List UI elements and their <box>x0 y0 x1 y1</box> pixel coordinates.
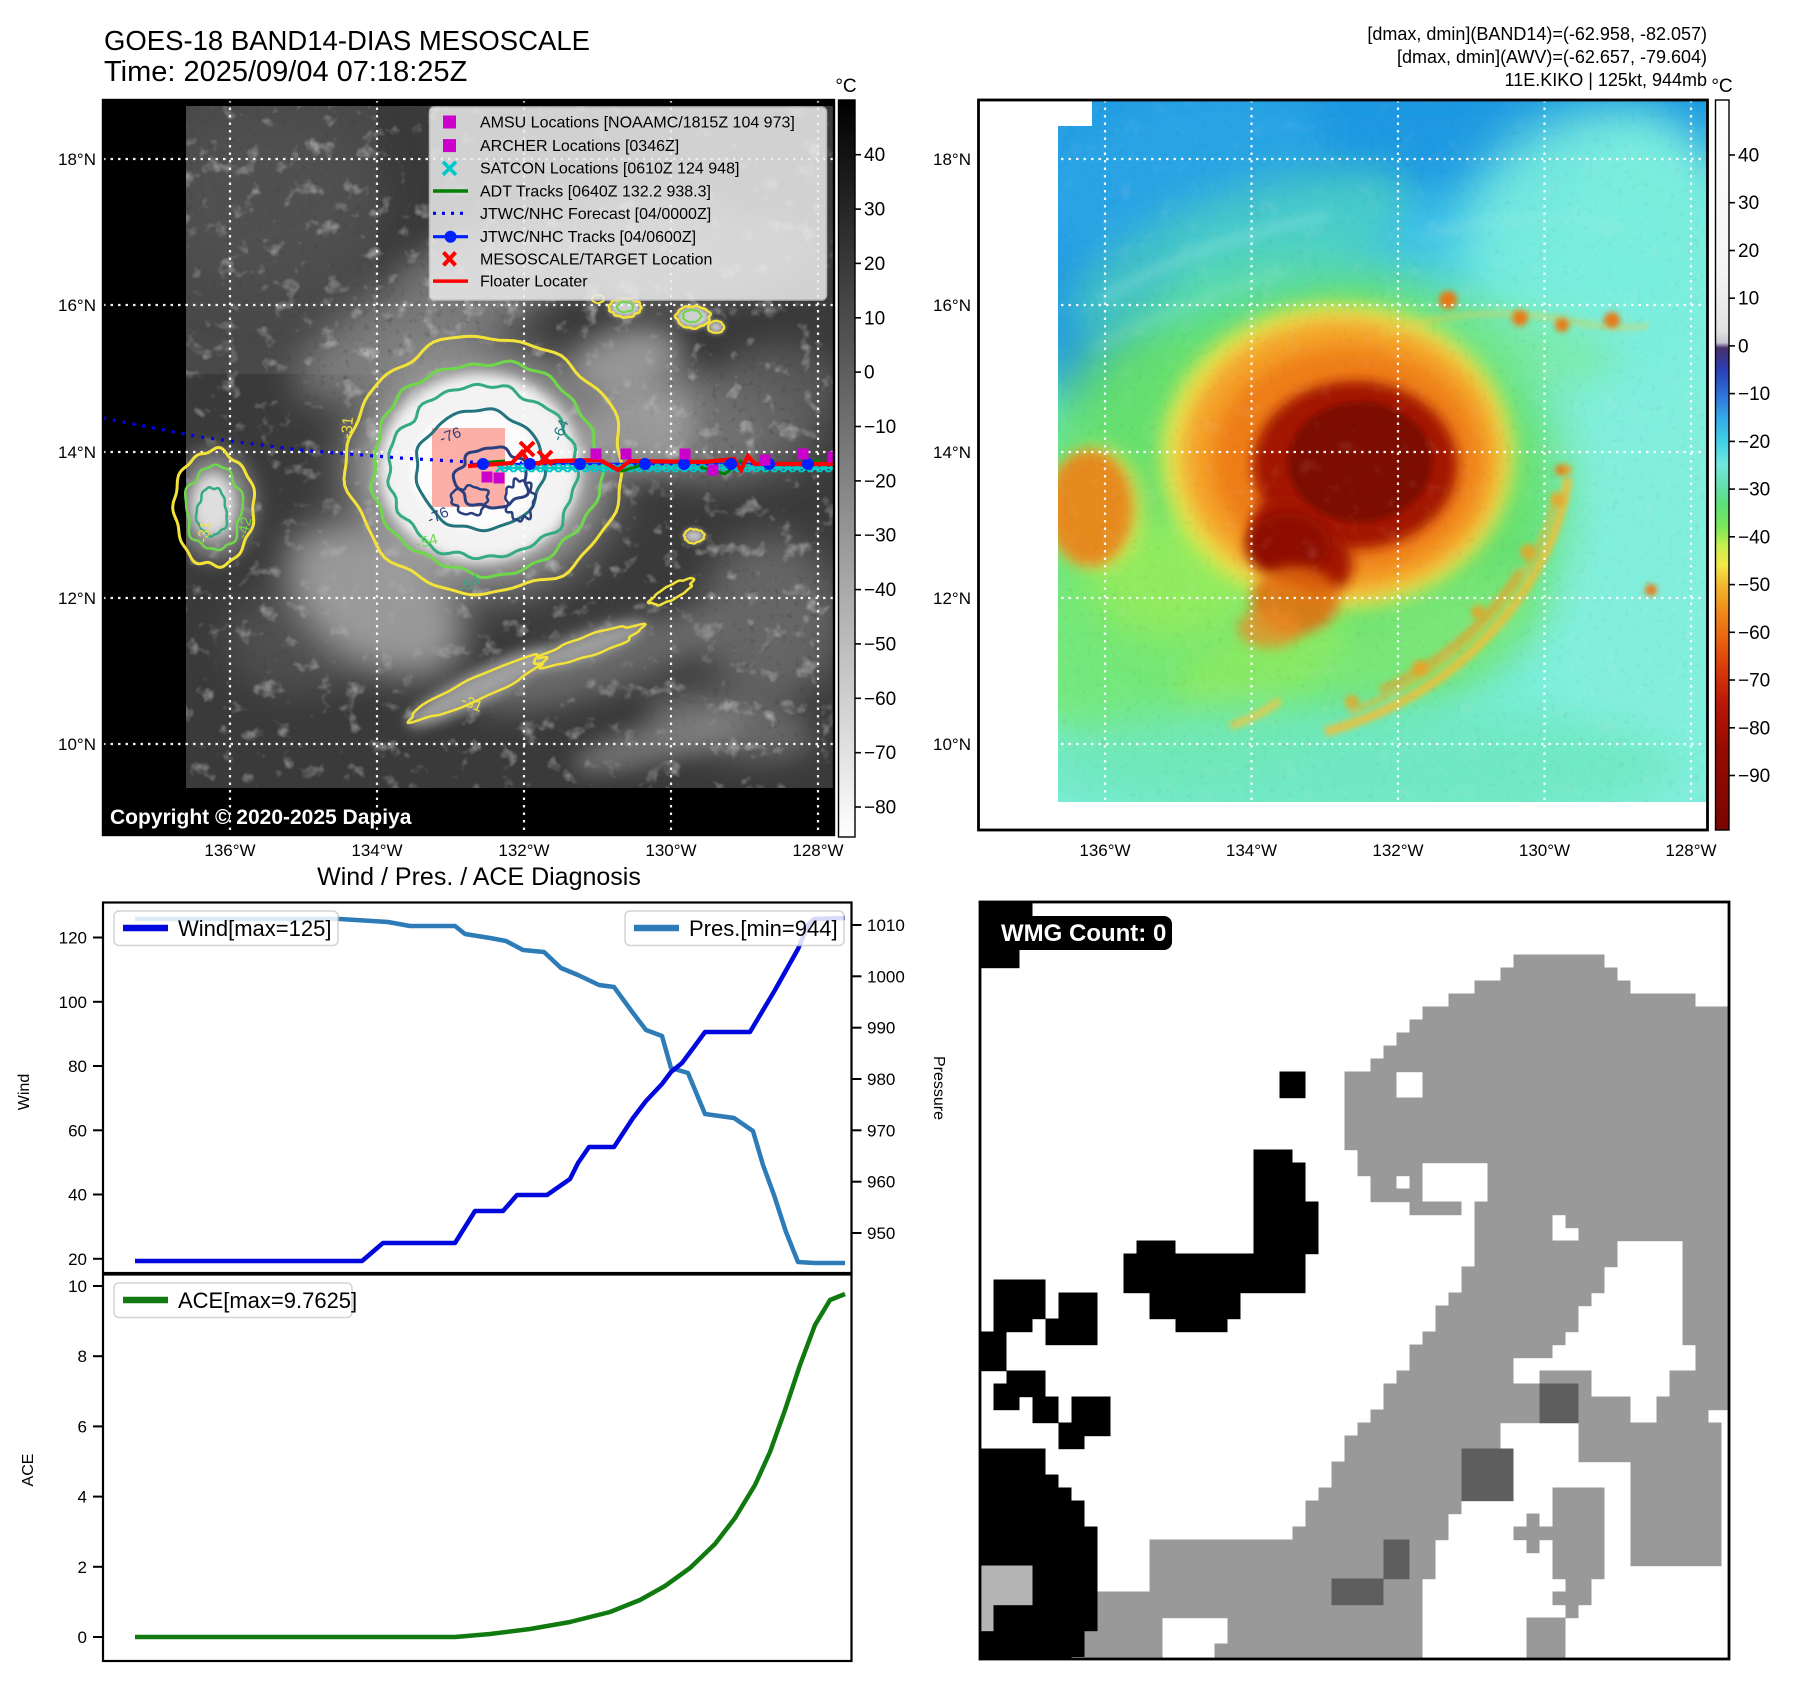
svg-text:40: 40 <box>864 145 885 166</box>
svg-text:10: 10 <box>1738 289 1759 310</box>
svg-text:12°N: 12°N <box>933 589 971 608</box>
svg-text:134°W: 134°W <box>351 841 402 860</box>
svg-text:30: 30 <box>1738 193 1759 214</box>
svg-text:134°W: 134°W <box>1226 841 1277 860</box>
svg-text:Pres.[min=944]: Pres.[min=944] <box>689 916 838 941</box>
svg-text:60: 60 <box>68 1121 87 1140</box>
svg-text:6: 6 <box>78 1417 87 1436</box>
svg-text:4: 4 <box>78 1488 87 1507</box>
svg-text:ARCHER Locations [0346Z]: ARCHER Locations [0346Z] <box>480 138 679 155</box>
svg-text:−10: −10 <box>864 417 896 438</box>
svg-text:−30: −30 <box>1738 480 1770 501</box>
svg-text:132°W: 132°W <box>498 841 549 860</box>
svg-text:128°W: 128°W <box>1665 841 1716 860</box>
svg-text:[dmax, dmin](AWV)=(-62.657, -7: [dmax, dmin](AWV)=(-62.657, -79.604) <box>1397 47 1707 67</box>
svg-text:Wind[max=125]: Wind[max=125] <box>178 916 331 941</box>
svg-text:−70: −70 <box>864 743 896 764</box>
svg-text:ACE: ACE <box>20 1454 37 1487</box>
svg-text:40: 40 <box>68 1186 87 1205</box>
svg-text:1010: 1010 <box>867 916 905 935</box>
svg-text:80: 80 <box>68 1057 87 1076</box>
svg-text:136°W: 136°W <box>204 841 255 860</box>
svg-text:−20: −20 <box>864 471 896 492</box>
svg-text:−70: −70 <box>1738 671 1770 692</box>
svg-text:10°N: 10°N <box>58 735 96 754</box>
svg-text:136°W: 136°W <box>1079 841 1130 860</box>
svg-text:10: 10 <box>864 308 885 329</box>
svg-text:14°N: 14°N <box>933 443 971 462</box>
svg-text:AMSU Locations [NOAAMC/1815Z 1: AMSU Locations [NOAAMC/1815Z 104 973] <box>480 115 795 132</box>
svg-text:−80: −80 <box>864 798 896 819</box>
svg-text:16°N: 16°N <box>58 296 96 315</box>
svg-text:18°N: 18°N <box>58 150 96 169</box>
svg-text:°C: °C <box>835 76 856 97</box>
svg-text:-42: -42 <box>234 515 256 540</box>
svg-text:970: 970 <box>867 1121 895 1140</box>
svg-text:−60: −60 <box>864 689 896 710</box>
svg-text:JTWC/NHC Forecast [04/0000Z]: JTWC/NHC Forecast [04/0000Z] <box>480 206 711 223</box>
svg-text:120: 120 <box>59 929 87 948</box>
svg-text:−20: −20 <box>1738 432 1770 453</box>
svg-text:[dmax, dmin](BAND14)=(-62.958,: [dmax, dmin](BAND14)=(-62.958, -82.057) <box>1367 24 1707 44</box>
svg-text:ADT Tracks [0640Z 132.2 938.3]: ADT Tracks [0640Z 132.2 938.3] <box>480 184 711 201</box>
svg-text:100: 100 <box>59 993 87 1012</box>
svg-text:−30: −30 <box>864 526 896 547</box>
svg-text:Time: 2025/09/04 07:18:25Z: Time: 2025/09/04 07:18:25Z <box>104 56 467 88</box>
svg-text:Wind / Pres. / ACE Diagnosis: Wind / Pres. / ACE Diagnosis <box>317 863 641 891</box>
svg-text:-54: -54 <box>414 531 439 553</box>
svg-text:-64: -64 <box>549 417 573 443</box>
svg-text:°C: °C <box>1711 76 1732 97</box>
svg-text:980: 980 <box>867 1070 895 1089</box>
svg-text:990: 990 <box>867 1019 895 1038</box>
svg-text:GOES-18 BAND14-DIAS MESOSCALE: GOES-18 BAND14-DIAS MESOSCALE <box>104 25 590 56</box>
svg-text:16°N: 16°N <box>933 296 971 315</box>
svg-text:ACE[max=9.7625]: ACE[max=9.7625] <box>178 1288 357 1313</box>
svg-text:Wind: Wind <box>16 1074 33 1110</box>
svg-text:8: 8 <box>78 1347 87 1366</box>
svg-text:−50: −50 <box>1738 575 1770 596</box>
svg-text:20: 20 <box>1738 241 1759 262</box>
svg-text:1000: 1000 <box>867 967 905 986</box>
svg-text:12°N: 12°N <box>58 589 96 608</box>
svg-text:132°W: 132°W <box>1372 841 1423 860</box>
svg-text:128°W: 128°W <box>792 841 843 860</box>
svg-text:MESOSCALE/TARGET Location: MESOSCALE/TARGET Location <box>480 251 712 268</box>
svg-text:20: 20 <box>68 1250 87 1269</box>
svg-text:130°W: 130°W <box>645 841 696 860</box>
svg-text:0: 0 <box>78 1628 87 1647</box>
svg-text:14°N: 14°N <box>58 443 96 462</box>
svg-text:2: 2 <box>78 1558 87 1577</box>
svg-text:Copyright © 2020-2025 Dapiya: Copyright © 2020-2025 Dapiya <box>110 806 412 829</box>
svg-text:−50: −50 <box>864 634 896 655</box>
svg-text:JTWC/NHC Tracks [04/0600Z]: JTWC/NHC Tracks [04/0600Z] <box>480 229 696 246</box>
svg-text:950: 950 <box>867 1224 895 1243</box>
svg-text:130°W: 130°W <box>1519 841 1570 860</box>
svg-text:Pressure: Pressure <box>930 1056 947 1120</box>
svg-text:-31: -31 <box>338 416 357 439</box>
svg-text:18°N: 18°N <box>933 150 971 169</box>
svg-text:-31: -31 <box>194 520 215 544</box>
svg-text:-31: -31 <box>458 692 484 716</box>
svg-text:30: 30 <box>864 200 885 221</box>
svg-text:SATCON Locations [0610Z 124 94: SATCON Locations [0610Z 124 948] <box>480 160 739 177</box>
svg-text:10: 10 <box>68 1277 87 1296</box>
svg-text:−40: −40 <box>864 580 896 601</box>
svg-text:-76: -76 <box>437 424 463 447</box>
svg-text:0: 0 <box>1738 336 1749 357</box>
svg-text:−80: −80 <box>1738 718 1770 739</box>
svg-text:960: 960 <box>867 1173 895 1192</box>
svg-text:−40: −40 <box>1738 527 1770 548</box>
svg-text:11E.KIKO | 125kt, 944mb: 11E.KIKO | 125kt, 944mb <box>1505 70 1707 90</box>
svg-text:20: 20 <box>864 254 885 275</box>
svg-text:−90: −90 <box>1738 766 1770 787</box>
svg-text:40: 40 <box>1738 146 1759 167</box>
svg-text:10°N: 10°N <box>933 735 971 754</box>
svg-text:−10: −10 <box>1738 384 1770 405</box>
svg-text:0: 0 <box>864 363 875 384</box>
svg-text:WMG Count: 0: WMG Count: 0 <box>1001 920 1166 947</box>
svg-text:Floater Locater: Floater Locater <box>480 274 588 291</box>
svg-text:−60: −60 <box>1738 623 1770 644</box>
